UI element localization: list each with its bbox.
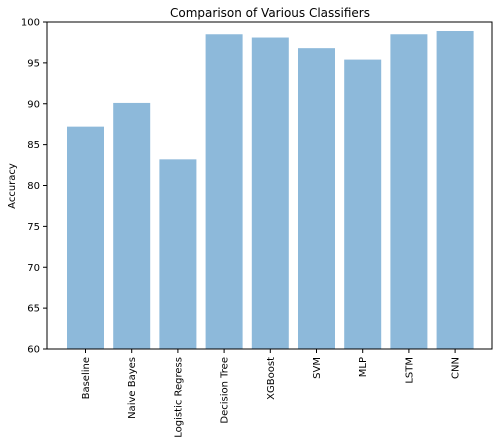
y-tick-label: 90 — [27, 99, 40, 110]
x-tick-label: CNN — [451, 357, 462, 379]
bar-decision-tree — [205, 34, 243, 349]
y-axis-ticks: 60 65 70 75 80 85 90 95 100 — [21, 18, 47, 356]
bar-svm — [298, 48, 335, 349]
y-tick-label: 100 — [21, 18, 40, 29]
y-tick-label: 70 — [27, 263, 40, 274]
y-tick-label: 60 — [27, 345, 40, 356]
x-axis-ticks: Baseline Naive Bayes Logistic Regress Decis… — [81, 349, 462, 438]
bar-baseline — [67, 126, 104, 349]
y-tick-label: 85 — [27, 140, 40, 151]
y-tick-label: 95 — [27, 58, 40, 69]
x-tick-label: Decision Tree — [220, 357, 231, 424]
x-tick-label: Baseline — [81, 357, 92, 399]
y-tick-label: 65 — [27, 304, 40, 315]
bar-mlp — [344, 59, 382, 349]
bar-logistic-regress — [159, 159, 197, 349]
bars-group — [67, 30, 474, 350]
x-tick-label: MLP — [358, 357, 369, 377]
plot-frame — [46, 21, 493, 350]
x-tick-label: Naive Bayes — [127, 357, 138, 419]
y-tick-label: 80 — [27, 181, 40, 192]
x-tick-label: LSTM — [404, 357, 415, 384]
bar-cnn — [436, 30, 474, 350]
bar-xgboost — [251, 37, 289, 349]
bar-naive-bayes — [113, 102, 151, 350]
bar-lstm — [390, 34, 428, 349]
x-tick-label: SVM — [312, 357, 323, 379]
y-tick-label: 75 — [27, 222, 40, 233]
chart-title: Comparison of Various Classifiers — [170, 6, 370, 20]
y-axis-label: Accuracy — [7, 163, 18, 209]
x-tick-label: Logistic Regress — [173, 357, 184, 438]
x-tick-label: XGBoost — [266, 357, 277, 400]
